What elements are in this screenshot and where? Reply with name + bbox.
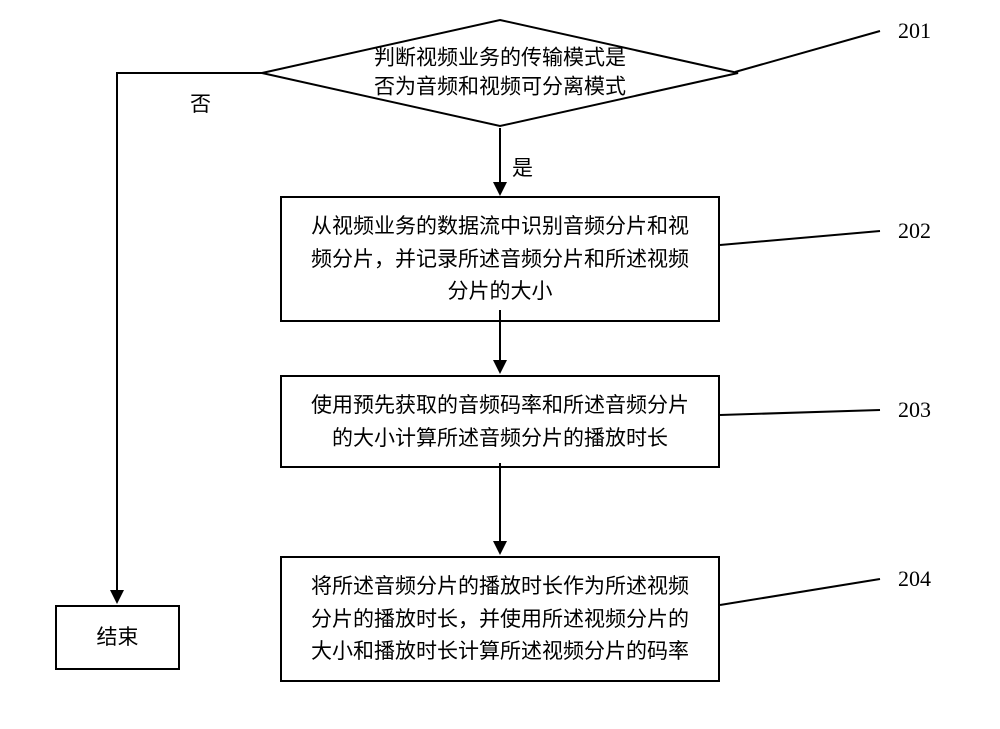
arrow-202-203-line <box>499 310 501 362</box>
arrow-yes-head <box>493 182 507 196</box>
arrow-203-204-line <box>499 463 501 543</box>
arrow-202-203-head <box>493 360 507 374</box>
process-203: 使用预先获取的音频码率和所述音频分片 的大小计算所述音频分片的播放时长 <box>280 375 720 468</box>
decision-line1: 判断视频业务的传输模式是 <box>374 46 626 70</box>
decision-node: 判断视频业务的传输模式是 否为音频和视频可分离模式 <box>260 18 740 128</box>
step-label-201: 201 <box>898 18 931 44</box>
step-label-204: 204 <box>898 566 931 592</box>
leader-202 <box>720 231 880 245</box>
process-204: 将所述音频分片的播放时长作为所述视频 分片的播放时长，并使用所述视频分片的 大小… <box>280 556 720 682</box>
process-204-line3: 大小和播放时长计算所述视频分片的码率 <box>311 639 689 663</box>
process-203-line2: 的大小计算所述音频分片的播放时长 <box>332 426 668 450</box>
arrow-no-head <box>110 590 124 604</box>
leader-204 <box>720 579 880 605</box>
no-label: 否 <box>190 88 211 118</box>
process-202-line3: 分片的大小 <box>448 279 553 303</box>
arrow-no-vline <box>116 72 118 592</box>
process-204-line1: 将所述音频分片的播放时长作为所述视频 <box>311 574 689 598</box>
decision-text: 判断视频业务的传输模式是 否为音频和视频可分离模式 <box>374 44 626 103</box>
process-202-line2: 频分片，并记录所述音频分片和所述视频 <box>311 247 689 271</box>
process-203-line1: 使用预先获取的音频码率和所述音频分片 <box>311 393 689 417</box>
process-202-line1: 从视频业务的数据流中识别音频分片和视 <box>311 214 689 238</box>
leader-201 <box>735 31 880 72</box>
end-text: 结束 <box>97 625 139 649</box>
process-202: 从视频业务的数据流中识别音频分片和视 频分片，并记录所述音频分片和所述视频 分片… <box>280 196 720 322</box>
arrow-no-hline <box>117 72 262 74</box>
leader-203 <box>720 410 880 415</box>
arrow-203-204-head <box>493 541 507 555</box>
flowchart-container: 判断视频业务的传输模式是 否为音频和视频可分离模式 从视频业务的数据流中识别音频… <box>0 0 1000 729</box>
yes-label: 是 <box>512 152 533 182</box>
arrow-yes-line <box>499 128 501 184</box>
end-node: 结束 <box>55 605 180 670</box>
step-label-202: 202 <box>898 218 931 244</box>
process-204-line2: 分片的播放时长，并使用所述视频分片的 <box>311 607 689 631</box>
step-label-203: 203 <box>898 397 931 423</box>
decision-line2: 否为音频和视频可分离模式 <box>374 75 626 99</box>
